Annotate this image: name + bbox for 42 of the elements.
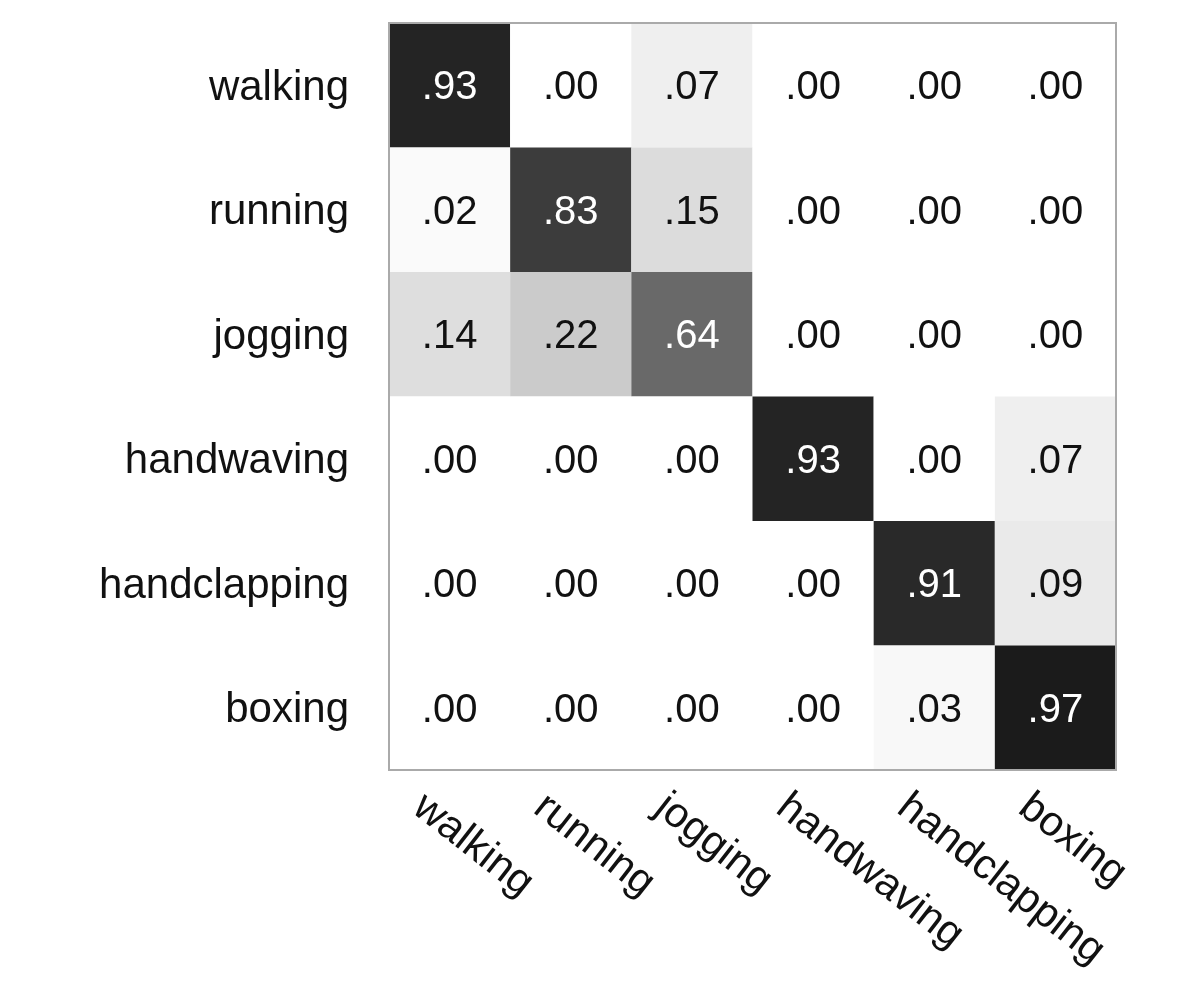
y-tick-label: running xyxy=(208,186,349,234)
y-tick-label: handclapping xyxy=(99,559,349,607)
data-label: .83 xyxy=(542,187,599,232)
data-label: .00 xyxy=(664,436,720,481)
data-label: .07 xyxy=(664,63,720,108)
data-label: .93 xyxy=(785,436,841,481)
data-label: .97 xyxy=(1027,685,1084,730)
data-label: .00 xyxy=(421,561,478,606)
data-label: .00 xyxy=(906,436,963,481)
y-tick-label: jogging xyxy=(211,310,349,358)
data-label: .00 xyxy=(785,685,841,730)
y-tick-label: boxing xyxy=(225,684,349,732)
data-label: .15 xyxy=(664,187,720,232)
data-label: .00 xyxy=(664,685,720,730)
data-label: .00 xyxy=(906,187,963,232)
data-label: .14 xyxy=(421,312,478,357)
data-label: .00 xyxy=(785,312,841,357)
data-label: .00 xyxy=(1027,63,1084,108)
data-label: .00 xyxy=(1027,312,1084,357)
data-label: .00 xyxy=(785,187,841,232)
data-label: .00 xyxy=(906,312,963,357)
data-label: .00 xyxy=(785,63,841,108)
data-label: .00 xyxy=(542,436,599,481)
data-label: .02 xyxy=(421,187,478,232)
data-label: .00 xyxy=(421,685,478,730)
data-label: .00 xyxy=(542,561,599,606)
data-label: .00 xyxy=(542,685,599,730)
data-label: .00 xyxy=(664,561,720,606)
data-label: .64 xyxy=(664,312,720,357)
data-label: .00 xyxy=(542,63,599,108)
y-tick-label: handwaving xyxy=(124,435,349,483)
y-tick-label: walking xyxy=(207,61,349,109)
data-label: .91 xyxy=(906,561,963,606)
data-label: .22 xyxy=(542,312,599,357)
data-label: .07 xyxy=(1027,436,1084,481)
data-label: .93 xyxy=(421,63,478,108)
data-label: .00 xyxy=(1027,187,1084,232)
data-label: .03 xyxy=(906,685,963,730)
data-label: .09 xyxy=(1027,561,1084,606)
data-label: .00 xyxy=(906,63,963,108)
data-label: .00 xyxy=(785,561,841,606)
data-label: .00 xyxy=(421,436,478,481)
